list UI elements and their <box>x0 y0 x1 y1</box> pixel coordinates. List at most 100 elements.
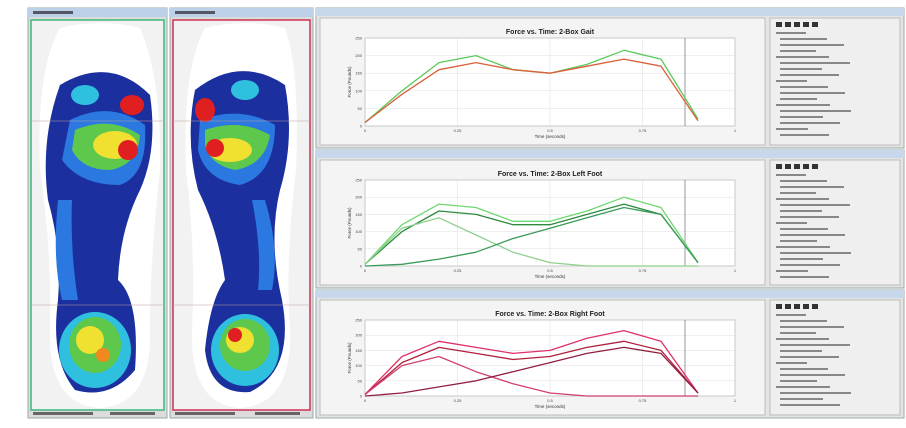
info-text <box>776 314 806 316</box>
pressure-region <box>195 98 215 122</box>
chart-title: Force vs. Time: 2-Box Left Foot <box>498 171 603 178</box>
info-text <box>780 404 840 406</box>
info-text <box>776 174 806 176</box>
info-text <box>776 386 830 388</box>
info-text <box>780 326 844 328</box>
status-text <box>110 412 155 415</box>
toolbar-icon[interactable] <box>812 22 818 27</box>
x-tick-label: 0.75 <box>639 128 648 133</box>
y-tick-label: 200 <box>355 53 362 58</box>
info-text <box>780 74 839 76</box>
toolbar-icon[interactable] <box>794 304 800 309</box>
info-text <box>780 134 829 136</box>
chart-window: Force vs. Time: 2-Box Left Foot Time (sec… <box>316 150 904 288</box>
info-text <box>776 270 808 272</box>
x-tick-label: 0.75 <box>639 398 648 403</box>
y-tick-label: 150 <box>355 71 362 76</box>
title-bar <box>316 8 904 16</box>
info-text <box>780 276 829 278</box>
info-text <box>780 38 827 40</box>
x-axis-label: Time (seconds) <box>535 274 566 279</box>
info-text <box>780 234 845 236</box>
y-axis-label: Force (Pounds) <box>347 342 352 374</box>
status-text <box>33 412 93 415</box>
info-text <box>780 110 851 112</box>
info-text <box>776 104 830 106</box>
toolbar-icon[interactable] <box>776 22 782 27</box>
toolbar-icon[interactable] <box>803 164 809 169</box>
info-text <box>780 192 816 194</box>
info-text <box>780 50 816 52</box>
info-text <box>780 98 817 100</box>
info-text <box>776 32 806 34</box>
y-tick-label: 100 <box>355 363 362 368</box>
status-text <box>175 412 235 415</box>
x-tick-label: 0.75 <box>639 268 648 273</box>
toolbar-icon[interactable] <box>776 304 782 309</box>
info-text <box>780 320 827 322</box>
info-text <box>780 344 850 346</box>
info-text <box>780 216 839 218</box>
toolbar-icon[interactable] <box>776 164 782 169</box>
chart-title: Force vs. Time: 2-Box Right Foot <box>495 311 605 318</box>
toolbar-icon[interactable] <box>803 304 809 309</box>
toolbar-icon[interactable] <box>803 22 809 27</box>
x-tick-label: 0.5 <box>547 128 553 133</box>
x-axis-label: Time (seconds) <box>535 404 566 409</box>
right-foot-window <box>170 8 313 418</box>
info-text <box>780 332 816 334</box>
info-text <box>780 350 822 352</box>
y-tick-label: 100 <box>355 229 362 234</box>
info-text <box>780 122 840 124</box>
x-axis-label: Time (seconds) <box>535 134 566 139</box>
info-text <box>780 116 823 118</box>
info-text <box>780 86 828 88</box>
info-text <box>780 228 828 230</box>
toolbar-icon[interactable] <box>794 22 800 27</box>
y-axis-label: Force (Pounds) <box>347 207 352 239</box>
info-text <box>780 180 827 182</box>
left-foot-window <box>28 8 167 418</box>
y-axis-label: Force (Pounds) <box>347 66 352 98</box>
x-tick-label: 0.5 <box>547 398 553 403</box>
info-text <box>780 356 839 358</box>
info-text <box>780 380 817 382</box>
toolbar-icon[interactable] <box>812 164 818 169</box>
pressure-region <box>71 85 99 105</box>
info-text <box>780 240 817 242</box>
x-tick-label: 0.25 <box>454 398 463 403</box>
toolbar-icon[interactable] <box>794 164 800 169</box>
toolbar-icon[interactable] <box>785 22 791 27</box>
info-text <box>780 258 823 260</box>
x-tick-label: 0.5 <box>547 268 553 273</box>
info-text <box>780 92 845 94</box>
info-text <box>780 44 844 46</box>
pressure-region <box>228 328 242 342</box>
info-text <box>780 368 828 370</box>
title-bar <box>316 150 904 158</box>
info-text <box>780 398 823 400</box>
info-text <box>780 374 845 376</box>
toolbar-icon[interactable] <box>785 164 791 169</box>
toolbar-icon[interactable] <box>785 304 791 309</box>
y-tick-label: 200 <box>355 195 362 200</box>
pressure-region <box>118 140 138 160</box>
y-tick-label: 200 <box>355 333 362 338</box>
y-tick-label: 50 <box>358 106 363 111</box>
pressure-region <box>96 348 110 362</box>
info-text <box>780 210 822 212</box>
toolbar-icon[interactable] <box>812 304 818 309</box>
info-text <box>776 198 829 200</box>
info-text <box>776 246 830 248</box>
title-text <box>175 11 215 14</box>
title-text <box>33 11 73 14</box>
pressure-region <box>231 80 259 100</box>
info-text <box>780 204 850 206</box>
y-tick-label: 250 <box>355 318 362 323</box>
info-text <box>776 338 829 340</box>
info-text <box>776 362 807 364</box>
info-text <box>776 56 829 58</box>
pressure-region <box>206 139 224 157</box>
